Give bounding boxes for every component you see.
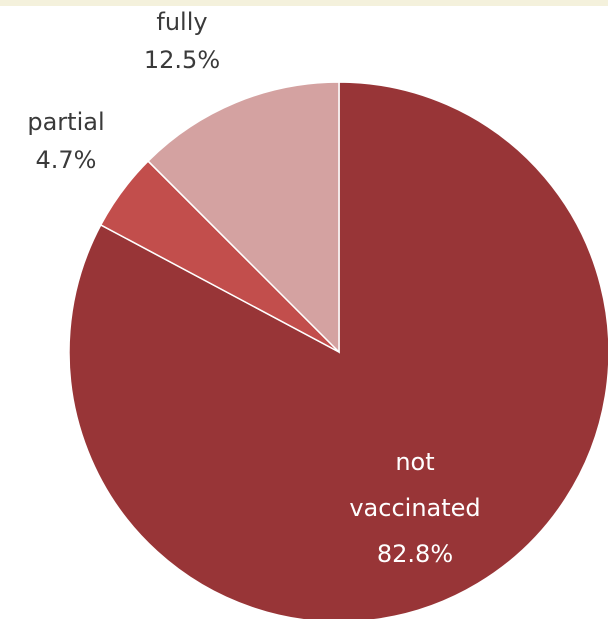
slice-value-fully: 12.5%: [144, 46, 220, 74]
top-strip: [0, 0, 608, 6]
pie-slice-not-vaccinated: [68, 81, 608, 619]
slice-label-fully: fully: [156, 8, 207, 36]
pie-labels: not vaccinated 82.8% partial 4.7% fully 12.5%: [27, 8, 480, 568]
pie-slices: [68, 81, 608, 619]
slice-label-not-vaccinated: not: [395, 448, 434, 476]
slice-label-partial: partial: [27, 108, 104, 136]
slice-label-not-vaccinated: vaccinated: [349, 494, 480, 522]
pie-slice-fully: [147, 81, 340, 354]
slice-value-not-vaccinated: 82.8%: [377, 540, 453, 568]
slice-value-partial: 4.7%: [36, 146, 97, 174]
